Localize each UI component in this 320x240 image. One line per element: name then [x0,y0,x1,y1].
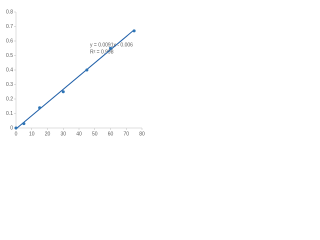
point [22,122,26,126]
x-tick-label: 10 [29,131,35,137]
trend-equation: y = 0.0091x - 0.006 [90,42,133,48]
point [38,106,42,110]
y-tick-label: 0.6 [6,38,13,44]
point [109,46,112,50]
y-tick-label: 0.8 [6,9,13,15]
point [61,90,65,94]
x-tick-label: 80 [139,131,145,137]
y-tick-label: 0 [10,125,13,131]
x-tick-label: 50 [92,131,98,137]
x-tick-label: 20 [45,131,51,137]
y-tick-label: 0.7 [6,24,13,30]
page: y = 0.0091x - 0.006 R² = 0.998 0 0.1 0.2 0.… [0,0,156,156]
point [14,126,18,130]
point [85,68,89,72]
r-squared: R² = 0.998 [90,49,114,55]
x-tick-label: 40 [76,131,82,137]
y-tick-label: 0.2 [6,96,13,102]
x-tick-label: 70 [123,131,129,137]
background [0,0,156,156]
point [132,29,136,33]
y-tick-label: 0.4 [6,67,13,73]
chart: y = 0.0091x - 0.006 R² = 0.998 0 0.1 0.2 0.… [0,0,156,156]
y-tick-label: 0.5 [6,53,13,59]
y-tick-label: 0.1 [6,111,13,117]
x-tick-label: 0 [15,131,18,137]
trendline [15,29,135,130]
x-tick-label: 60 [108,131,114,137]
x-tick-label: 30 [60,131,66,137]
y-tick-label: 0.3 [6,82,13,88]
